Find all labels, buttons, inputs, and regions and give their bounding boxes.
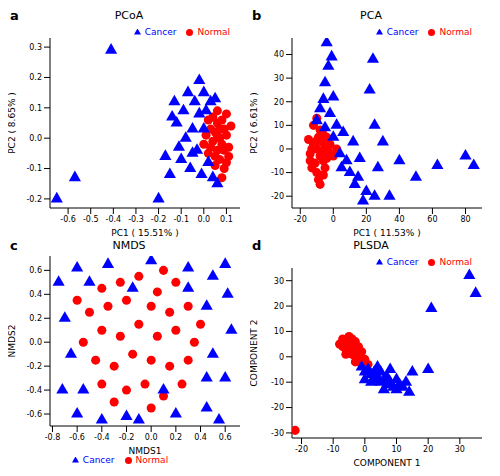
html-text:Normal: Normal	[439, 27, 472, 37]
html-text:Cancer: Cancer	[386, 257, 419, 267]
svg-text:0.1: 0.1	[29, 104, 42, 113]
svg-text:COMPONENT 1: COMPONENT 1	[354, 458, 421, 468]
svg-text:PC1 ( 11.53% ): PC1 ( 11.53% )	[353, 228, 420, 238]
svg-text:30: 30	[274, 74, 284, 83]
svg-text:20: 20	[274, 302, 284, 311]
svg-text:0.6: 0.6	[219, 433, 232, 442]
svg-text:10: 10	[391, 445, 401, 454]
svg-text:-0.2: -0.2	[26, 362, 42, 371]
svg-text:0.3: 0.3	[29, 43, 42, 52]
svg-text:20: 20	[423, 445, 433, 454]
svg-text:-0.6: -0.6	[60, 215, 76, 224]
svg-text:0: 0	[331, 215, 336, 224]
svg-text:PC2 ( 8.65% ): PC2 ( 8.65% )	[8, 92, 17, 154]
html-text:Normal: Normal	[439, 257, 472, 267]
html-text:NMDS: NMDS	[112, 239, 146, 252]
svg-text:-0.6: -0.6	[26, 410, 42, 419]
svg-text:-10: -10	[271, 378, 284, 387]
svg-text:-0.1: -0.1	[26, 164, 42, 173]
svg-text:-0.4: -0.4	[106, 215, 122, 224]
html-text:Cancer: Cancer	[144, 27, 177, 37]
svg-text:-0.3: -0.3	[128, 215, 144, 224]
svg-text:0: 0	[279, 353, 284, 362]
svg-text:-0.6: -0.6	[69, 433, 85, 442]
svg-text:NMDS2: NMDS2	[8, 325, 17, 358]
html-text:PCoA: PCoA	[114, 9, 144, 22]
svg-text:10: 10	[274, 327, 284, 336]
html-text:Normal: Normal	[197, 27, 230, 37]
svg-text:0.2: 0.2	[169, 433, 182, 442]
svg-text:-30: -30	[271, 429, 284, 438]
svg-text:-0.1: -0.1	[173, 215, 189, 224]
svg-text:0.4: 0.4	[29, 290, 42, 299]
svg-text:0: 0	[362, 445, 367, 454]
svg-text:-0.2: -0.2	[119, 433, 135, 442]
svg-text:-0.4: -0.4	[26, 386, 42, 395]
svg-text:0.6: 0.6	[29, 266, 42, 275]
svg-text:40: 40	[394, 215, 404, 224]
svg-text:-20: -20	[295, 445, 308, 454]
html-text:Normal: Normal	[135, 455, 169, 465]
svg-text:0.4: 0.4	[194, 433, 207, 442]
svg-text:40: 40	[274, 50, 284, 59]
svg-text:10: 10	[274, 121, 284, 130]
svg-text:0.0: 0.0	[197, 215, 210, 224]
html-text:PLSDA: PLSDA	[353, 239, 389, 252]
svg-text:-20: -20	[271, 192, 284, 201]
svg-text:60: 60	[427, 215, 437, 224]
html-text:d: d	[252, 238, 262, 253]
html-text:Cancer: Cancer	[386, 27, 419, 37]
svg-text:-10: -10	[271, 168, 284, 177]
svg-text:-20: -20	[271, 403, 284, 412]
svg-text:-0.5: -0.5	[83, 215, 99, 224]
svg-text:0.2: 0.2	[29, 73, 42, 82]
svg-text:0.0: 0.0	[145, 433, 158, 442]
svg-text:20: 20	[274, 98, 284, 107]
html-text:b: b	[252, 8, 262, 23]
svg-text:0: 0	[279, 145, 284, 154]
svg-text:-0.8: -0.8	[45, 433, 61, 442]
html-text:PCA: PCA	[360, 9, 382, 22]
svg-text:0.0: 0.0	[29, 338, 42, 347]
svg-text:PC2 ( 6.61% ): PC2 ( 6.61% )	[250, 92, 259, 154]
html-text:a: a	[10, 8, 19, 23]
svg-text:30: 30	[455, 445, 465, 454]
svg-text:NMDS1: NMDS1	[129, 446, 162, 456]
svg-text:0.1: 0.1	[220, 215, 233, 224]
svg-text:-0.4: -0.4	[94, 433, 110, 442]
svg-text:-10: -10	[327, 445, 340, 454]
svg-text:-0.2: -0.2	[151, 215, 167, 224]
svg-text:20: 20	[361, 215, 371, 224]
html-text:c: c	[10, 238, 18, 253]
svg-text:0.0: 0.0	[29, 134, 42, 143]
svg-text:-0.2: -0.2	[26, 195, 42, 204]
svg-text:30: 30	[274, 277, 284, 286]
svg-text:80: 80	[460, 215, 470, 224]
svg-text:-20: -20	[294, 215, 307, 224]
svg-text:0.2: 0.2	[29, 314, 42, 323]
svg-text:COMPONENT 2: COMPONENT 2	[250, 320, 259, 387]
svg-text:PC1 ( 15.51% ): PC1 ( 15.51% )	[111, 228, 178, 238]
html-text:Cancer: Cancer	[82, 455, 115, 465]
